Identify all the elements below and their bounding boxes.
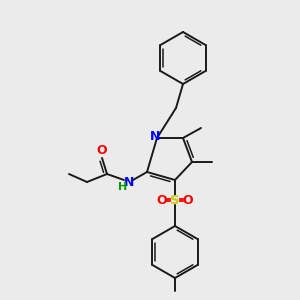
Text: H: H [118, 182, 127, 192]
Text: O: O [183, 194, 193, 206]
Text: N: N [150, 130, 160, 143]
Text: O: O [97, 145, 107, 158]
Text: O: O [157, 194, 167, 206]
Text: S: S [170, 194, 180, 206]
Text: N: N [124, 176, 134, 188]
